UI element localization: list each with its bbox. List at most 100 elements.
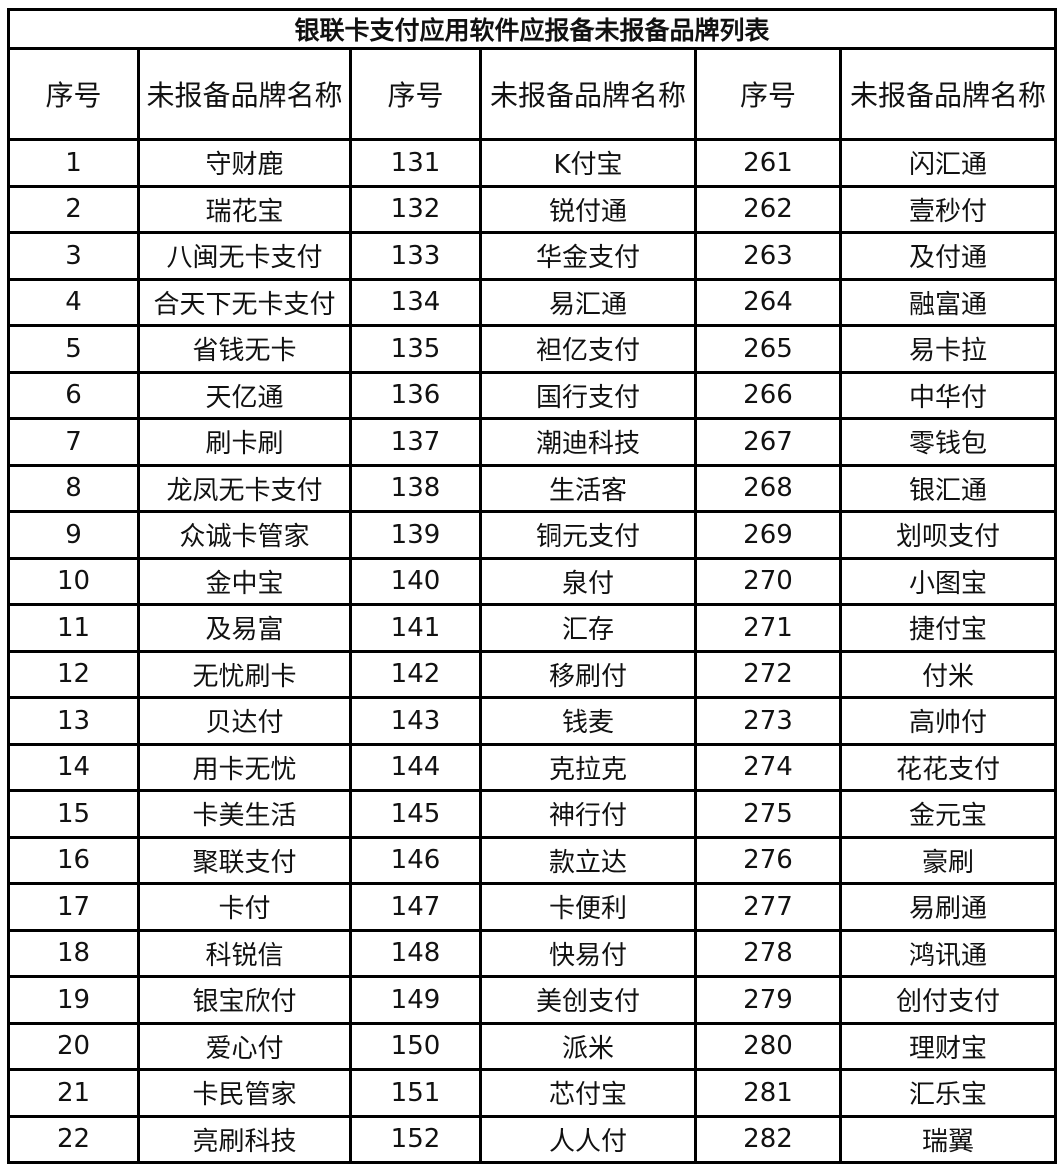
table-row: 15 卡美生活 145 神行付 275 金元宝 <box>7 789 1057 839</box>
index-cell: 141 <box>349 603 482 653</box>
index-cell: 131 <box>349 138 482 188</box>
index-cell: 276 <box>694 835 842 885</box>
table-row: 12 无忧刷卡 142 移刷付 272 付米 <box>7 649 1057 699</box>
brand-name-cell: 融富通 <box>839 277 1057 327</box>
brand-name-cell: 创付支付 <box>839 975 1057 1025</box>
index-cell: 274 <box>694 742 842 792</box>
brand-name-cell: 卡付 <box>137 882 352 932</box>
column-header-index: 序号 <box>349 47 482 141</box>
brand-name-cell: 移刷付 <box>479 649 697 699</box>
brand-name-cell: 瑞花宝 <box>137 184 352 234</box>
index-cell: 271 <box>694 603 842 653</box>
table-row: 16 聚联支付 146 款立达 276 豪刷 <box>7 835 1057 885</box>
brand-name-cell: K付宝 <box>479 138 697 188</box>
index-cell: 2 <box>7 184 140 234</box>
index-cell: 6 <box>7 370 140 420</box>
brand-name-cell: 及付通 <box>839 231 1057 281</box>
header-row: 序号 未报备品牌名称 序号 未报备品牌名称 序号 未报备品牌名称 <box>7 47 1057 141</box>
index-cell: 148 <box>349 928 482 978</box>
column-header-index: 序号 <box>7 47 140 141</box>
brand-name-cell: 捷付宝 <box>839 603 1057 653</box>
index-cell: 19 <box>7 975 140 1025</box>
table-row: 7 刷卡刷 137 潮迪科技 267 零钱包 <box>7 417 1057 467</box>
brand-name-cell: 刷卡刷 <box>137 417 352 467</box>
index-cell: 22 <box>7 1114 140 1164</box>
index-cell: 4 <box>7 277 140 327</box>
brand-name-cell: 袒亿支付 <box>479 324 697 374</box>
index-cell: 136 <box>349 370 482 420</box>
brand-name-cell: 爱心付 <box>137 1021 352 1071</box>
index-cell: 7 <box>7 417 140 467</box>
brand-name-cell: 合天下无卡支付 <box>137 277 352 327</box>
index-cell: 146 <box>349 835 482 885</box>
brand-name-cell: 豪刷 <box>839 835 1057 885</box>
brand-name-cell: 易卡拉 <box>839 324 1057 374</box>
table-row: 20 爱心付 150 派米 280 理财宝 <box>7 1021 1057 1071</box>
brand-name-cell: 零钱包 <box>839 417 1057 467</box>
table-row: 3 八闽无卡支付 133 华金支付 263 及付通 <box>7 231 1057 281</box>
table-row: 22 亮刷科技 152 人人付 282 瑞翼 <box>7 1114 1057 1164</box>
table-row: 1 守财鹿 131 K付宝 261 闪汇通 <box>7 138 1057 188</box>
brand-name-cell: 派米 <box>479 1021 697 1071</box>
table-row: 17 卡付 147 卡便利 277 易刷通 <box>7 882 1057 932</box>
brand-name-cell: 金元宝 <box>839 789 1057 839</box>
brand-name-cell: 贝达付 <box>137 696 352 746</box>
table-row: 13 贝达付 143 钱麦 273 高帅付 <box>7 696 1057 746</box>
table-row: 14 用卡无忧 144 克拉克 274 花花支付 <box>7 742 1057 792</box>
table-row: 10 金中宝 140 泉付 270 小图宝 <box>7 556 1057 606</box>
index-cell: 150 <box>349 1021 482 1071</box>
index-cell: 268 <box>694 463 842 513</box>
brand-name-cell: 生活客 <box>479 463 697 513</box>
brand-name-cell: 款立达 <box>479 835 697 885</box>
index-cell: 279 <box>694 975 842 1025</box>
brand-name-cell: 人人付 <box>479 1114 697 1164</box>
index-cell: 20 <box>7 1021 140 1071</box>
index-cell: 273 <box>694 696 842 746</box>
brand-name-cell: 克拉克 <box>479 742 697 792</box>
index-cell: 277 <box>694 882 842 932</box>
brand-name-cell: 省钱无卡 <box>137 324 352 374</box>
index-cell: 139 <box>349 510 482 560</box>
brand-name-cell: 科锐信 <box>137 928 352 978</box>
index-cell: 9 <box>7 510 140 560</box>
brand-name-cell: 易汇通 <box>479 277 697 327</box>
brand-name-cell: 壹秒付 <box>839 184 1057 234</box>
index-cell: 265 <box>694 324 842 374</box>
index-cell: 1 <box>7 138 140 188</box>
brand-name-cell: 卡民管家 <box>137 1068 352 1118</box>
index-cell: 8 <box>7 463 140 513</box>
brand-name-cell: 小图宝 <box>839 556 1057 606</box>
brand-name-cell: 泉付 <box>479 556 697 606</box>
table-title: 银联卡支付应用软件应报备未报备品牌列表 <box>7 8 1057 50</box>
index-cell: 267 <box>694 417 842 467</box>
brand-name-cell: 划呗支付 <box>839 510 1057 560</box>
table-row: 11 及易富 141 汇存 271 捷付宝 <box>7 603 1057 653</box>
brand-name-cell: 锐付通 <box>479 184 697 234</box>
brand-name-cell: 华金支付 <box>479 231 697 281</box>
index-cell: 16 <box>7 835 140 885</box>
index-cell: 133 <box>349 231 482 281</box>
index-cell: 262 <box>694 184 842 234</box>
table-row: 18 科锐信 148 快易付 278 鸿讯通 <box>7 928 1057 978</box>
index-cell: 142 <box>349 649 482 699</box>
index-cell: 270 <box>694 556 842 606</box>
brand-name-cell: 闪汇通 <box>839 138 1057 188</box>
index-cell: 143 <box>349 696 482 746</box>
index-cell: 3 <box>7 231 140 281</box>
brand-name-cell: 天亿通 <box>137 370 352 420</box>
index-cell: 18 <box>7 928 140 978</box>
brand-name-cell: 神行付 <box>479 789 697 839</box>
brand-name-cell: 鸿讯通 <box>839 928 1057 978</box>
index-cell: 137 <box>349 417 482 467</box>
index-cell: 152 <box>349 1114 482 1164</box>
brand-name-cell: 银宝欣付 <box>137 975 352 1025</box>
table-row: 8 龙凤无卡支付 138 生活客 268 银汇通 <box>7 463 1057 513</box>
index-cell: 5 <box>7 324 140 374</box>
brand-name-cell: 美创支付 <box>479 975 697 1025</box>
table-row: 19 银宝欣付 149 美创支付 279 创付支付 <box>7 975 1057 1025</box>
brand-name-cell: 无忧刷卡 <box>137 649 352 699</box>
brand-name-cell: 瑞翼 <box>839 1114 1057 1164</box>
table-row: 4 合天下无卡支付 134 易汇通 264 融富通 <box>7 277 1057 327</box>
index-cell: 151 <box>349 1068 482 1118</box>
brand-name-cell: 付米 <box>839 649 1057 699</box>
